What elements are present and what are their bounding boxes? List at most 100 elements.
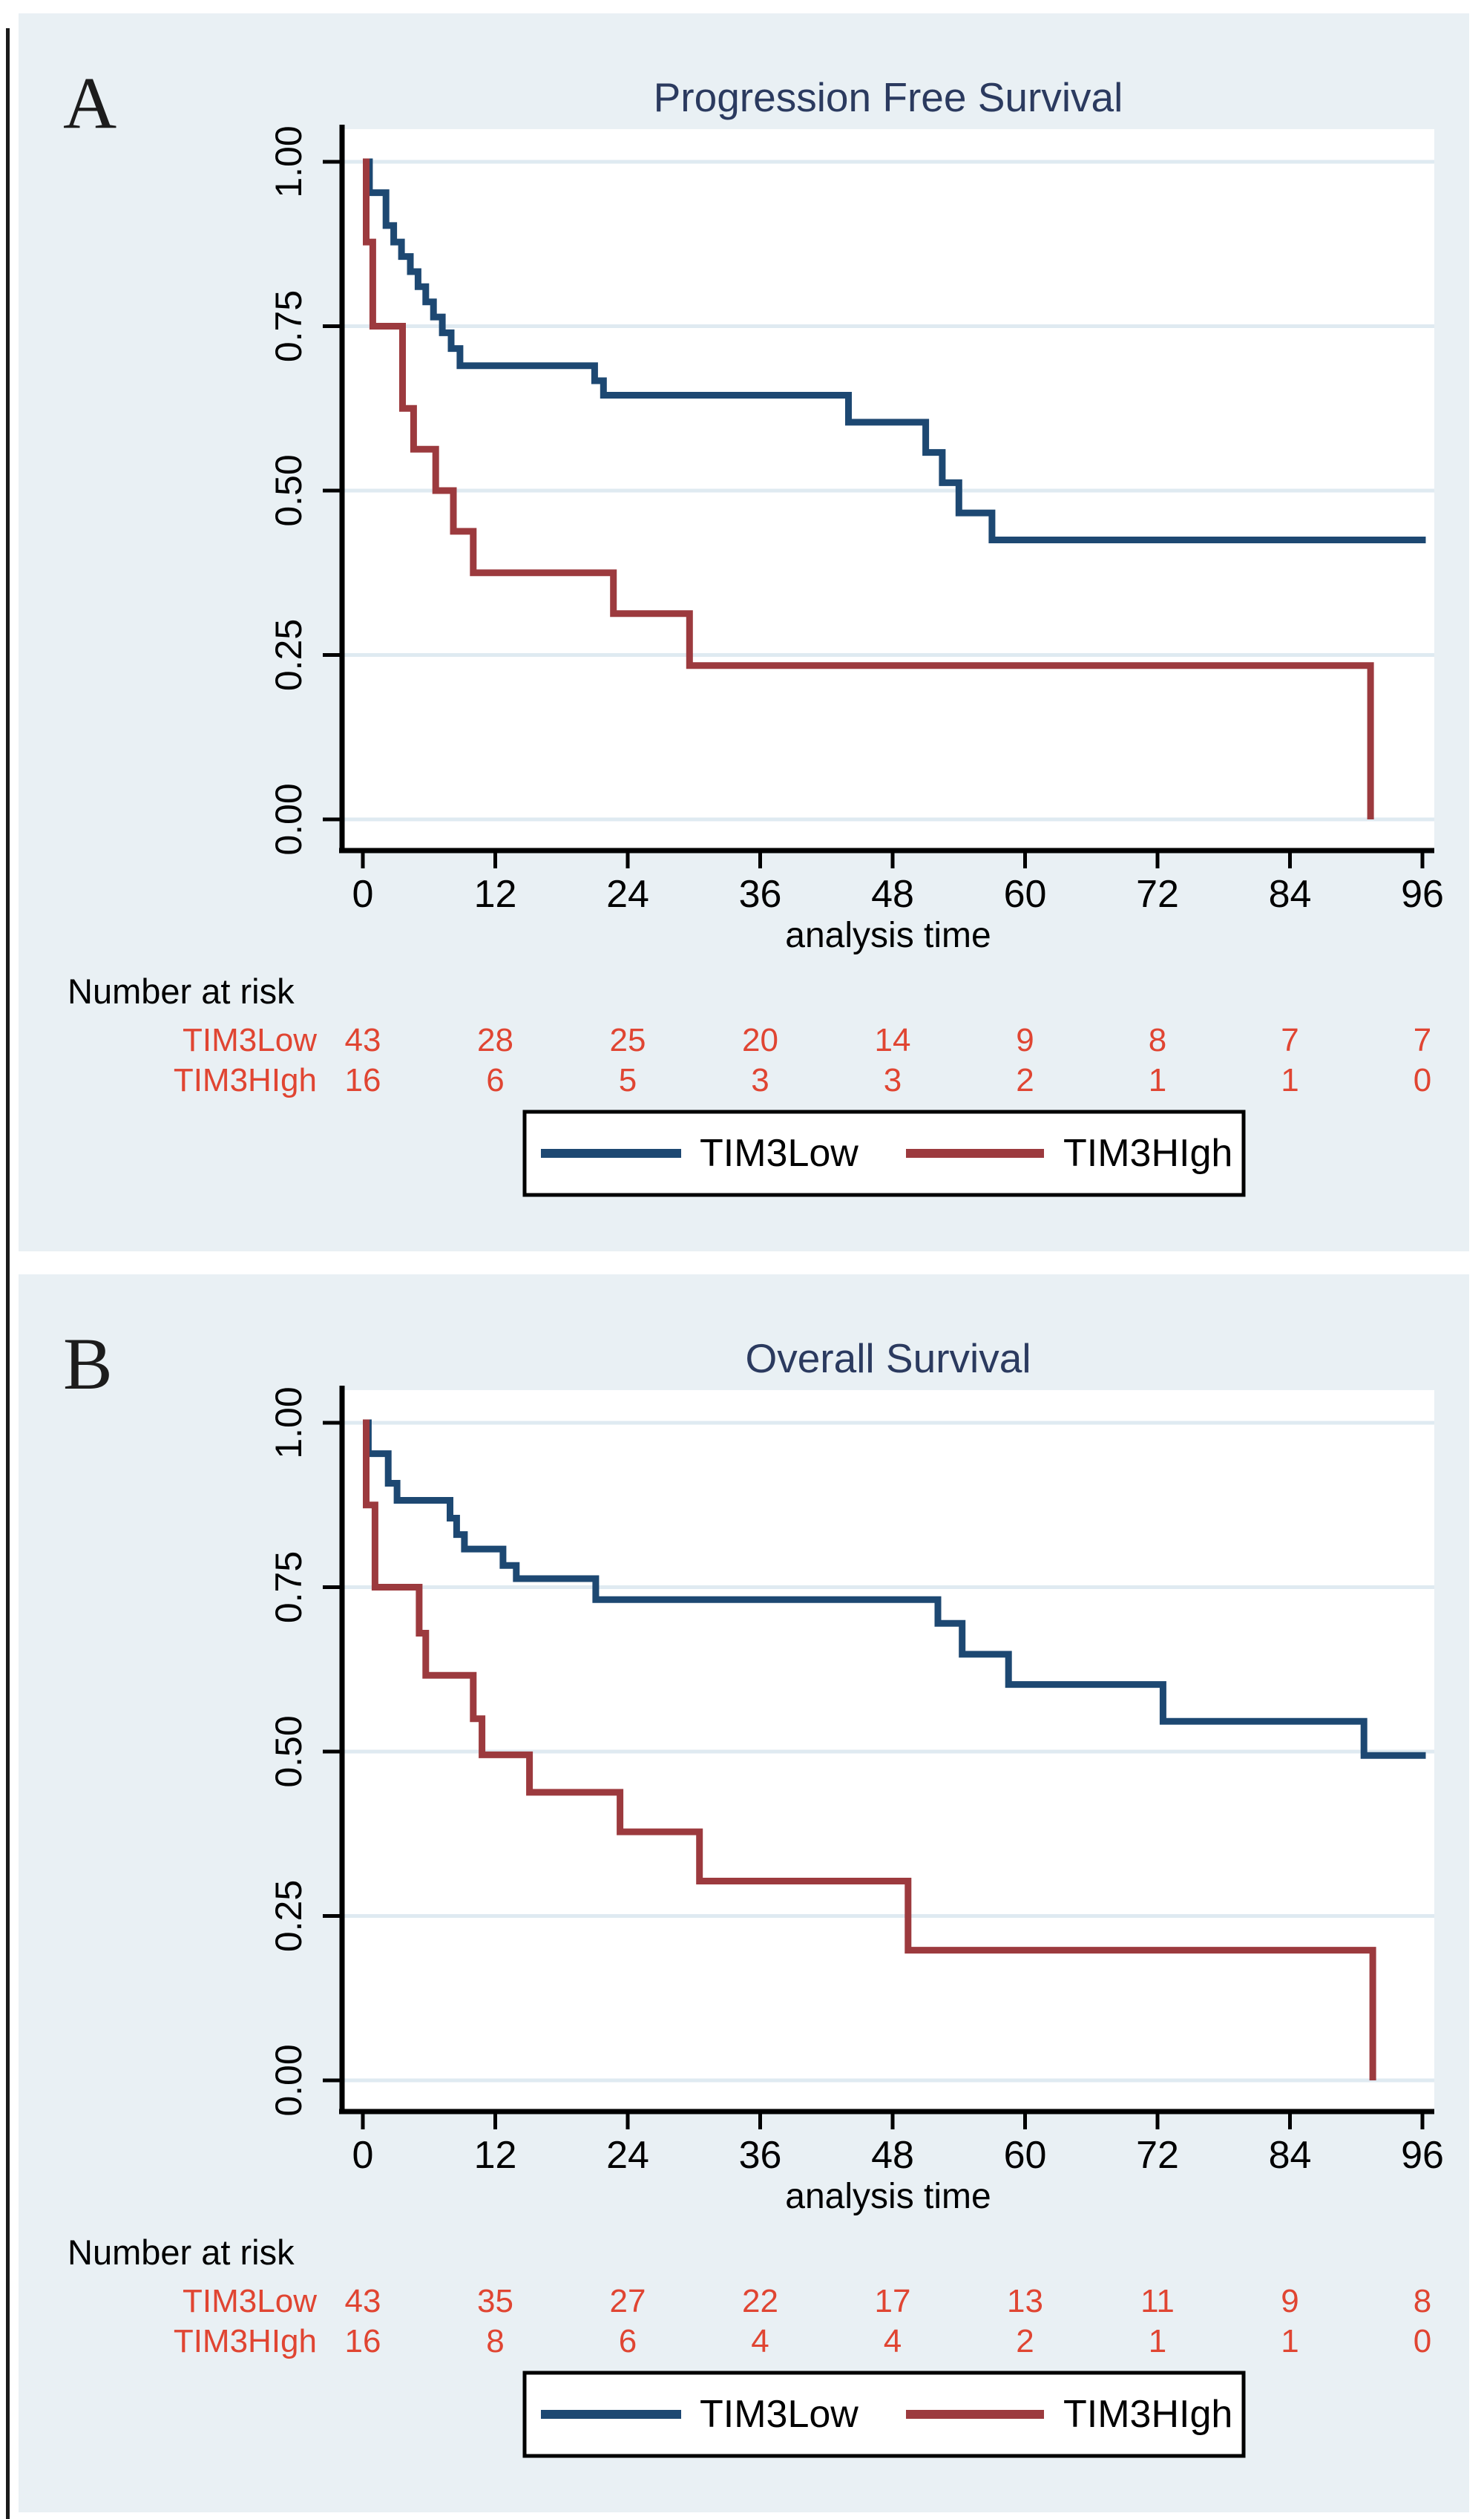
risk-count-TIM3Low-t96: 7 (1414, 1022, 1431, 1058)
y-tick-label-0.25: 0.25 (268, 619, 309, 691)
km-curve-TIM3Low (363, 158, 1426, 543)
axis-tick-labels: 0.00 0.25 0.50 0.75 1.00 0 12 24 36 48 60 72 84 96 (268, 1386, 1444, 2177)
y-tick-label-0.75: 0.75 (268, 290, 309, 362)
risk-count-TIM3Low-t24: 27 (610, 2283, 646, 2319)
x-tick-label-72: 72 (1136, 873, 1179, 916)
risk-count-TIM3HIgh-t96: 0 (1414, 1062, 1431, 1098)
risk-count-TIM3HIgh-t96: 0 (1414, 2323, 1431, 2359)
x-tick-label-24: 24 (606, 2134, 649, 2177)
risk-count-TIM3Low-t36: 20 (742, 1022, 778, 1058)
risk-count-TIM3Low-t72: 11 (1140, 2283, 1175, 2319)
left-edge-rule (6, 28, 10, 2519)
x-tick-label-48: 48 (871, 2134, 914, 2177)
risk-count-TIM3HIgh-t48: 4 (884, 2323, 902, 2359)
legend-label-tim3low: TIM3Low (700, 1132, 858, 1175)
x-tick-label-96: 96 (1401, 873, 1444, 916)
x-tick-label-60: 60 (1004, 873, 1047, 916)
y-tick-label-0.50: 0.50 (268, 1715, 309, 1787)
km-curve-TIM3HIgh (363, 158, 1374, 819)
x-tick-label-36: 36 (739, 2134, 782, 2177)
x-axis-title: analysis time (785, 2177, 991, 2216)
x-tick-label-96: 96 (1401, 2134, 1444, 2177)
number-at-risk-title: Number at risk (68, 972, 295, 1011)
x-tick-label-0: 0 (352, 2134, 374, 2177)
risk-count-TIM3Low-t96: 8 (1414, 2283, 1431, 2319)
legend: TIM3Low TIM3HIgh (522, 1110, 1246, 1197)
km-curve-TIM3HIgh (363, 1419, 1376, 2080)
y-tick-label-0.00: 0.00 (268, 2044, 309, 2116)
panel-letter-b: B (63, 1323, 113, 1405)
risk-count-TIM3Low-t0: 43 (345, 1022, 381, 1058)
x-tick-label-48: 48 (871, 873, 914, 916)
legend: TIM3Low TIM3HIgh (522, 2371, 1246, 2458)
x-tick-label-72: 72 (1136, 2134, 1179, 2177)
risk-count-TIM3HIgh-t24: 5 (619, 1062, 637, 1098)
risk-count-TIM3HIgh-t84: 1 (1281, 2323, 1298, 2359)
risk-count-TIM3HIgh-t12: 6 (486, 1062, 504, 1098)
panel-letter-a: A (63, 62, 116, 144)
risk-count-TIM3HIgh-t60: 2 (1016, 1062, 1034, 1098)
risk-count-TIM3HIgh-t0: 16 (345, 1062, 381, 1098)
risk-count-TIM3HIgh-t72: 1 (1149, 2323, 1166, 2359)
risk-count-TIM3HIgh-t72: 1 (1149, 1062, 1166, 1098)
risk-count-TIM3Low-t60: 9 (1016, 1022, 1034, 1058)
x-tick-label-12: 12 (474, 2134, 517, 2177)
risk-count-TIM3HIgh-t36: 4 (751, 2323, 769, 2359)
legend-label-tim3high: TIM3HIgh (1063, 2393, 1232, 2436)
risk-count-TIM3HIgh-t36: 3 (751, 1062, 769, 1098)
y-tick-label-0.00: 0.00 (268, 783, 309, 855)
risk-row-label-TIM3HIgh: TIM3HIgh (174, 2323, 317, 2359)
risk-count-TIM3Low-t84: 7 (1281, 1022, 1298, 1058)
km-curves (363, 1419, 1426, 2080)
risk-row-label-TIM3Low: TIM3Low (183, 1022, 317, 1058)
legend-label-tim3low: TIM3Low (700, 2393, 858, 2436)
x-tick-label-36: 36 (739, 873, 782, 916)
risk-count-TIM3HIgh-t24: 6 (619, 2323, 637, 2359)
km-curve-TIM3Low (363, 1419, 1426, 1759)
risk-row-label-TIM3Low: TIM3Low (183, 2283, 317, 2319)
number-at-risk-title: Number at risk (68, 2233, 295, 2272)
risk-count-TIM3Low-t36: 22 (742, 2283, 778, 2319)
panel-b: B Overall Survival 0.00 0.25 0.50 0.75 1.00 0… (19, 1274, 1469, 2512)
risk-count-TIM3Low-t0: 43 (345, 2283, 381, 2319)
y-tick-label-0.75: 0.75 (268, 1551, 309, 1623)
legend-box (522, 2371, 1246, 2458)
os-km-chart: B Overall Survival 0.000.250.500.751.000… (63, 1323, 1444, 2458)
km-curves (363, 158, 1426, 819)
pfs-km-chart: A Progression Free Survival 0.00 0.25 0.50… (63, 62, 1444, 1197)
gridlines (342, 1421, 1434, 2083)
axes (323, 125, 1434, 868)
risk-count-TIM3HIgh-t60: 2 (1016, 2323, 1034, 2359)
axis-tick-labels: 0.00 0.25 0.50 0.75 1.00 0 12 24 36 48 60 72 84 96 (268, 125, 1444, 916)
axes (323, 1386, 1434, 2129)
risk-count-TIM3Low-t48: 17 (875, 2283, 911, 2319)
chart-title-pfs: Progression Free Survival (654, 74, 1123, 120)
risk-count-TIM3Low-t48: 14 (875, 1022, 911, 1058)
risk-table: TIM3Low 43 28 25 20 14 9 8 7 7 TIM3HIgh 16 6 5 3 3 2 1 1 0 (174, 1022, 1431, 1098)
x-tick-label-84: 84 (1269, 873, 1312, 916)
risk-count-TIM3Low-t72: 8 (1149, 1022, 1166, 1058)
y-tick-label-0.50: 0.50 (268, 454, 309, 526)
x-tick-label-60: 60 (1004, 2134, 1047, 2177)
x-tick-label-24: 24 (606, 873, 649, 916)
y-tick-label-1.00: 1.00 (268, 1386, 309, 1458)
risk-count-TIM3Low-t84: 9 (1281, 2283, 1298, 2319)
y-tick-label-0.25: 0.25 (268, 1880, 309, 1952)
chart-title-os: Overall Survival (745, 1335, 1031, 1381)
gridlines (342, 160, 1434, 822)
x-tick-label-84: 84 (1269, 2134, 1312, 2177)
risk-count-TIM3Low-t24: 25 (610, 1022, 646, 1058)
x-tick-label-12: 12 (474, 873, 517, 916)
risk-count-TIM3HIgh-t12: 8 (486, 2323, 504, 2359)
risk-count-TIM3Low-t60: 13 (1007, 2283, 1043, 2319)
risk-count-TIM3HIgh-t48: 3 (884, 1062, 902, 1098)
y-tick-label-1.00: 1.00 (268, 125, 309, 197)
risk-count-TIM3Low-t12: 35 (477, 2283, 513, 2319)
risk-count-TIM3HIgh-t0: 16 (345, 2323, 381, 2359)
legend-label-tim3high: TIM3HIgh (1063, 1132, 1232, 1175)
risk-count-TIM3Low-t12: 28 (477, 1022, 513, 1058)
risk-count-TIM3HIgh-t84: 1 (1281, 1062, 1298, 1098)
risk-row-label-TIM3HIgh: TIM3HIgh (174, 1062, 317, 1098)
